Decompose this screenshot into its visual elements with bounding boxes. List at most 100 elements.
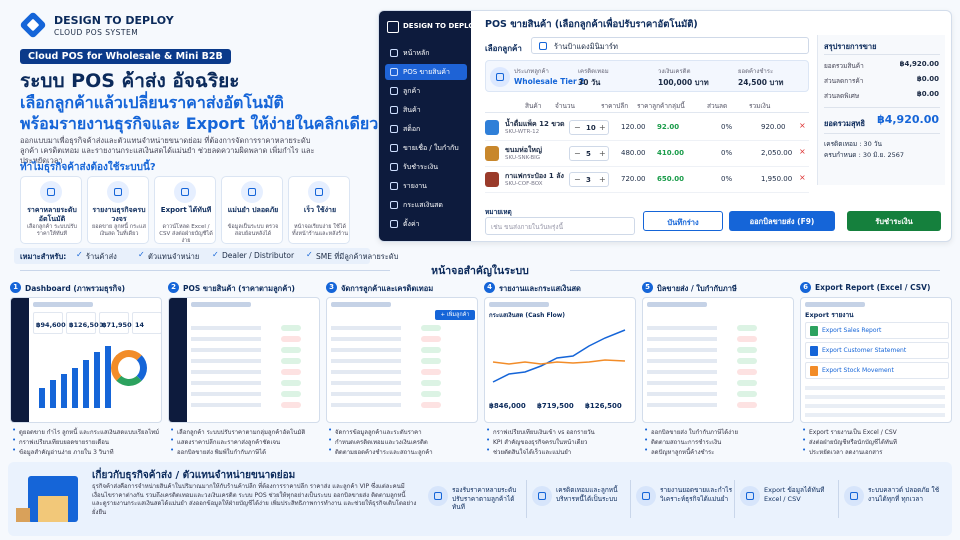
mini-pill [281, 336, 301, 342]
mini-pill [421, 325, 441, 331]
bullet-dot: • [328, 446, 333, 454]
menu-icon [390, 106, 398, 114]
menu-label: ลูกค้า [403, 87, 421, 95]
summary-label: ส่วนลดการค้า [824, 77, 864, 85]
menu-item[interactable]: ขายเชื่อ / ใบกำกับ [385, 140, 467, 156]
qty-minus: − [574, 175, 581, 184]
hero-title: ระบบ POS ค้าส่ง อัจฉริยะ [20, 70, 240, 92]
mini-row [191, 381, 261, 385]
feature-divider [734, 480, 735, 518]
discount: 0% [721, 175, 733, 183]
menu-icon [390, 87, 398, 95]
feature-divider [630, 480, 631, 518]
bullet-dot: • [802, 446, 807, 454]
menu-item[interactable]: กระแสเงินสด [385, 197, 467, 213]
menu-icon [390, 49, 398, 57]
table-row: น้ำดื่มแพ็ค 12 ขวด SKU-WTR-12−10 +120.00 92… [485, 115, 809, 141]
brand-name: DESIGN TO DEPLOY [54, 14, 174, 27]
icon [490, 67, 510, 87]
mini-row [191, 392, 261, 396]
why-card-text: ข้อมูลเป็นระบบ ตรวจสอบย้อนหลังได้ [227, 224, 279, 237]
customer-select[interactable]: ร้านป้าแดงมินิมาร์ท [531, 37, 809, 54]
due-date: ครบกำหนด : 30 มิ.ย. 2567 [824, 151, 904, 159]
menu-label: สต็อก [403, 125, 421, 133]
menu-item[interactable]: POS ขายสินค้า [385, 64, 467, 80]
product-image [485, 146, 499, 161]
mini-row [647, 403, 717, 407]
qty-value: 10 [586, 124, 596, 132]
draft-button[interactable]: บันทึกร่าง [643, 211, 723, 231]
qty-stepper[interactable]: −3 + [569, 172, 609, 187]
pos-title: POS ขายสินค้า (เลือกลูกค้าเพื่อปรับราคาอ… [485, 19, 698, 30]
menu-item[interactable]: ตั้งค่า [385, 216, 467, 232]
screen-mockup: ฿94,600 ฿126,500 ฿71,950 14 [10, 297, 162, 423]
screen-bullet: เลือกลูกค้า ระบบปรับราคาตามกลุ่มลูกค้าอั… [177, 429, 306, 436]
mini-pill [737, 391, 757, 397]
screen-bullet: KPI สำคัญของธุรกิจครบในหน้าเดียว [493, 439, 588, 446]
check: ✓ [306, 250, 313, 259]
table-header-cell: รวมเงิน [749, 102, 771, 110]
screen-title: จัดการลูกค้าและเครดิตเทอม [341, 284, 434, 293]
feature-divider [838, 480, 839, 518]
mini-pill [281, 402, 301, 408]
menu-icon [390, 68, 398, 76]
menu-item[interactable]: รายงาน [385, 178, 467, 194]
screen-number-text: 2 [171, 283, 176, 291]
mini-topbar [33, 302, 93, 307]
suitable-bar: เหมาะสำหรับ: ✓ ร้านค้าส่ง ✓ ตัวแทนจำหน่าย ✓ De… [14, 248, 398, 264]
screen-mockup [642, 297, 794, 423]
screen-bullet: ติดตามสถานะการชำระเงิน [651, 439, 722, 446]
menu-item[interactable]: สต็อก [385, 121, 467, 137]
screen-mockup: Export รายงาน Export Sales Report Export C… [800, 297, 952, 423]
mini-export-item: Export Customer Statement [805, 342, 949, 359]
pay-button[interactable]: รับชำระเงิน [847, 211, 941, 231]
menu-item[interactable]: ลูกค้า [385, 83, 467, 99]
warehouse-door [38, 496, 68, 522]
issue-button-label: ออกบิลขายส่ง (F9) [749, 217, 815, 226]
screen-bullet: จัดการข้อมูลลูกค้าและระดับราคา [335, 429, 422, 436]
mini-pill [737, 347, 757, 353]
mini-kpi-value: ฿719,500 [537, 402, 574, 410]
mini-row [191, 370, 261, 374]
screen-mockup [168, 297, 320, 423]
issue-button[interactable]: ออกบิลขายส่ง (F9) [729, 211, 835, 231]
mini-row [647, 348, 717, 352]
mini-row [191, 403, 261, 407]
remove: × [799, 147, 806, 156]
check: ✓ [138, 250, 145, 259]
screen-number: 1 [10, 282, 21, 293]
menu-item[interactable]: สินค้า [385, 102, 467, 118]
menu-item[interactable]: หน้าหลัก [385, 45, 467, 61]
screen-number-text: 5 [645, 283, 650, 291]
why-card-text: เลือกลูกค้า ระบบปรับราคาให้ทันที [27, 224, 77, 237]
icon-glyph [314, 187, 324, 197]
mini-kpi-value: ฿846,000 [489, 402, 526, 410]
footer-title: เกี่ยวกับธุรกิจค้าส่ง / ตัวแทนจำหน่ายขนา… [92, 470, 296, 481]
mini-kpi: 14 [132, 312, 161, 334]
menu-icon [390, 201, 398, 209]
icon-glyph [113, 187, 123, 197]
customer-name: ร้านป้าแดงมินิมาร์ท [554, 42, 618, 51]
bullet-dot: • [328, 436, 333, 444]
bullet-dot: • [802, 436, 807, 444]
hero-badge: Cloud POS for Wholesale & Mini B2B [20, 49, 231, 64]
menu-item[interactable]: รับชำระเงิน [385, 159, 467, 175]
customer-price: 410.00 [657, 149, 685, 157]
screen-number: 3 [326, 282, 337, 293]
pos-main: POS ขายสินค้า (เลือกลูกค้าเพื่อปรับราคาอ… [471, 11, 951, 241]
line-total: 920.00 [761, 123, 786, 131]
mini-topbar [489, 302, 549, 307]
heading-line [570, 270, 940, 271]
product-image [485, 172, 499, 187]
note-input[interactable]: เช่น ขนส่งภายในวันพรุ่งนี้ [485, 217, 635, 235]
qty-stepper[interactable]: −5 + [569, 146, 609, 161]
screen-mockup: กระแสเงินสด (Cash Flow) ฿846,000 ฿719,500 ฿… [484, 297, 636, 423]
bullet-dot: • [644, 426, 649, 434]
info-label: ยอดค้างชำระ [738, 68, 774, 75]
divider [824, 133, 940, 134]
bullet-dot: • [170, 426, 175, 434]
qty-stepper[interactable]: −10 + [569, 120, 609, 135]
mini-sidebar [169, 298, 187, 422]
bullet-dot: • [644, 446, 649, 454]
why-card-text: ยอดขาย ลูกหนี้ กระแสเงินสด ในที่เดียว [92, 224, 146, 237]
